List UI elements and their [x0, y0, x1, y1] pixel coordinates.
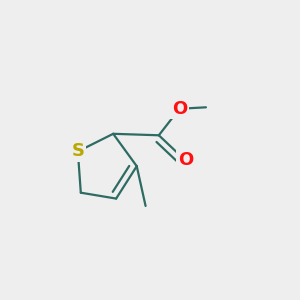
Text: O: O [172, 100, 187, 118]
Text: O: O [178, 151, 193, 169]
Text: S: S [71, 142, 84, 160]
